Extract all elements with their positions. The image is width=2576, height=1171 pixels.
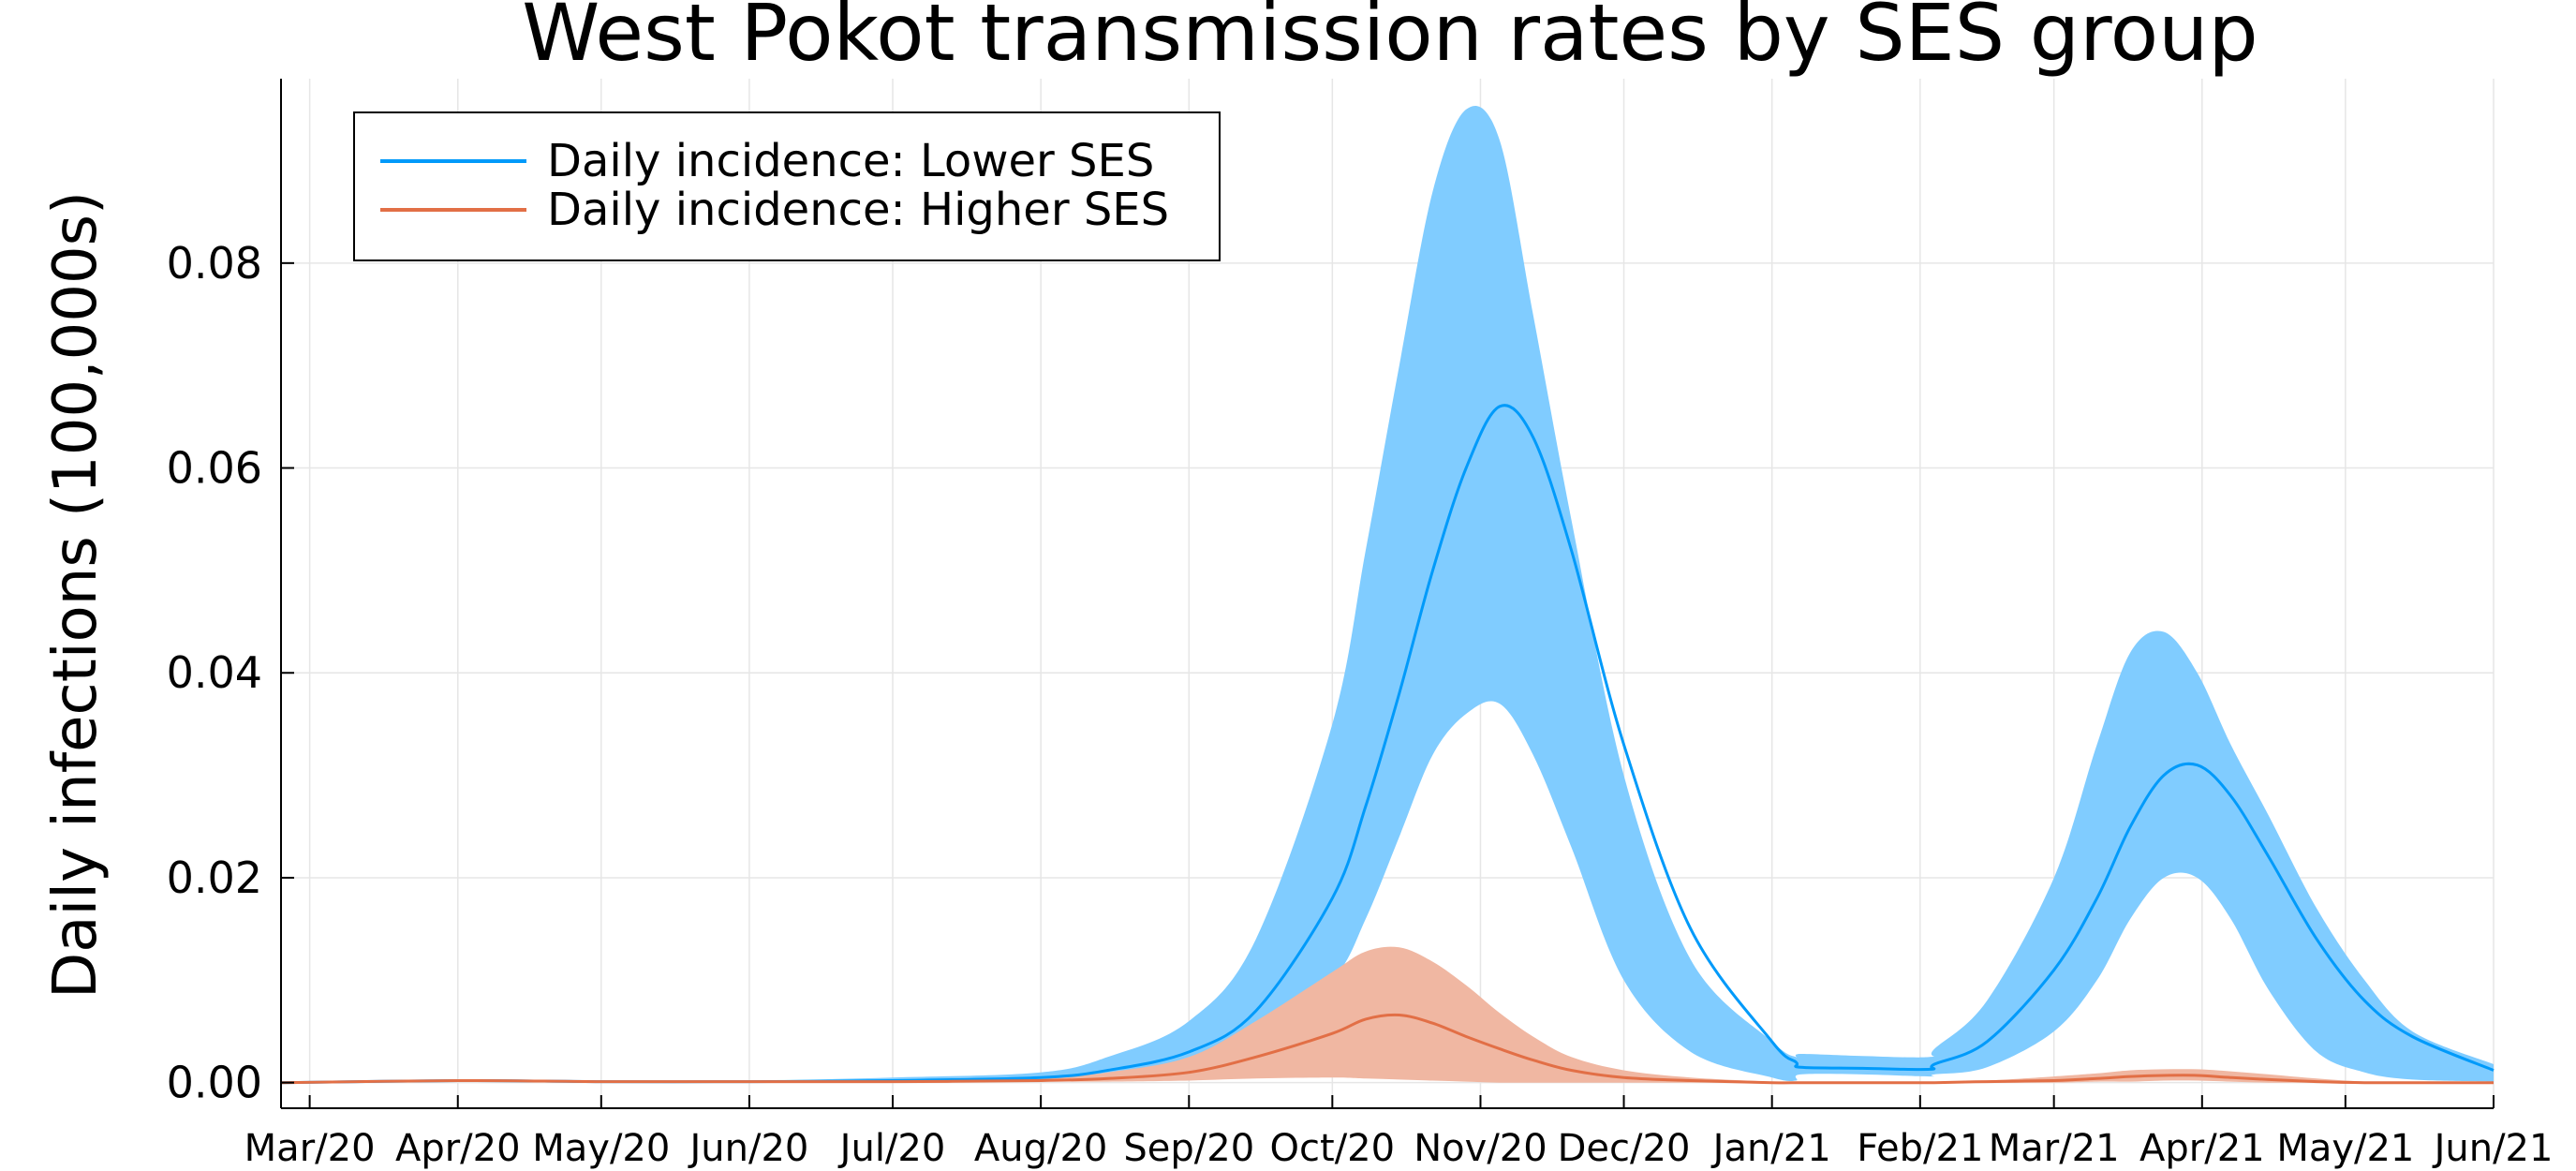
y-axis-label: Daily infections (100,000s) (41, 191, 111, 999)
band-lower-ses (281, 105, 2494, 1083)
x-tick-label: Feb/21 (1857, 1127, 1983, 1170)
x-tick-label: Jul/20 (837, 1127, 946, 1170)
x-tick-label: Jun/21 (2432, 1127, 2554, 1170)
line-higher-ses (280, 1013, 2494, 1085)
legend-label-higher-ses: Daily incidence: Higher SES (547, 184, 1169, 236)
chart-title: West Pokot transmission rates by SES gro… (522, 0, 2258, 79)
y-tick-label: 0.00 (167, 1058, 262, 1108)
series-lines (280, 404, 2495, 1085)
legend: Daily incidence: Lower SES Daily inciden… (353, 111, 1221, 261)
x-tick-labels: Mar/20 Apr/20 May/20 Jun/20 Jul/20 Aug/20 Sep/… (244, 1127, 2554, 1170)
x-tick-label: Nov/20 (1414, 1127, 1547, 1170)
line-lower-ses (280, 404, 2495, 1085)
x-tick-label: Aug/20 (974, 1127, 1107, 1170)
x-tick-label: Mar/21 (1989, 1127, 2120, 1170)
y-tick-label: 0.08 (167, 238, 262, 289)
x-tick-label: Mar/20 (244, 1127, 376, 1170)
axes (280, 79, 2495, 1109)
x-tick-label: Oct/20 (1270, 1127, 1396, 1170)
y-tick-labels: 0.00 0.02 0.04 0.06 0.08 (167, 238, 262, 1108)
x-tick-label: May/21 (2276, 1127, 2414, 1170)
x-tick-label: Dec/20 (1558, 1127, 1691, 1170)
x-tick-label: Apr/21 (2139, 1127, 2265, 1170)
y-tick-label: 0.06 (167, 443, 262, 494)
legend-label-lower-ses: Daily incidence: Lower SES (547, 135, 1154, 187)
x-tick-label: Apr/20 (395, 1127, 521, 1170)
x-tick-label: Jan/21 (1710, 1127, 1831, 1170)
y-tick-label: 0.04 (167, 647, 262, 698)
y-tick-label: 0.02 (167, 852, 262, 903)
legend-box (353, 111, 1221, 261)
x-tick-label: Jun/20 (688, 1127, 809, 1170)
x-tick-label: Sep/20 (1123, 1127, 1254, 1170)
x-tick-label: May/20 (532, 1127, 670, 1170)
